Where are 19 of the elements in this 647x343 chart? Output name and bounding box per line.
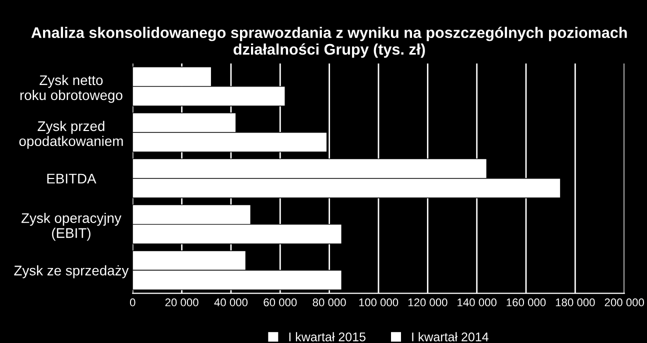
- y-tick-label: Zysk operacyjny (EBIT): [22, 212, 122, 241]
- x-tick-label: 160 000: [506, 298, 546, 306]
- x-tick-label: 0: [130, 298, 136, 306]
- y-tick-label: Zysk przed opodatkowaniem: [19, 120, 123, 149]
- y-tick-label: EBITDA: [47, 174, 96, 184]
- y-tick-label: Zysk ze sprzedaży: [14, 265, 129, 278]
- x-tick-label: 60 000: [264, 298, 297, 306]
- x-tick-label: 80 000: [312, 298, 346, 306]
- x-tick-label: 200 000: [604, 298, 644, 306]
- x-tick-label: 20 000: [165, 298, 198, 306]
- x-tick-label: 180 000: [556, 298, 595, 306]
- x-tick-label: 120 000: [408, 298, 448, 306]
- y-tick-label: Zysk netto roku obrotowego: [20, 74, 122, 103]
- x-tick-label: 40 000: [214, 298, 248, 306]
- chart-title: Analiza skonsolidowanego sprawozdania z wyniku na poszczególnych poziomach działalności Grupy (tys. zł): [31, 26, 627, 58]
- legend-label: I kwartał 2014: [412, 332, 488, 342]
- legend-label: I kwartał 2015: [289, 332, 366, 342]
- x-tick-label: 140 000: [458, 298, 496, 306]
- x-tick-label: 100 000: [359, 298, 398, 306]
